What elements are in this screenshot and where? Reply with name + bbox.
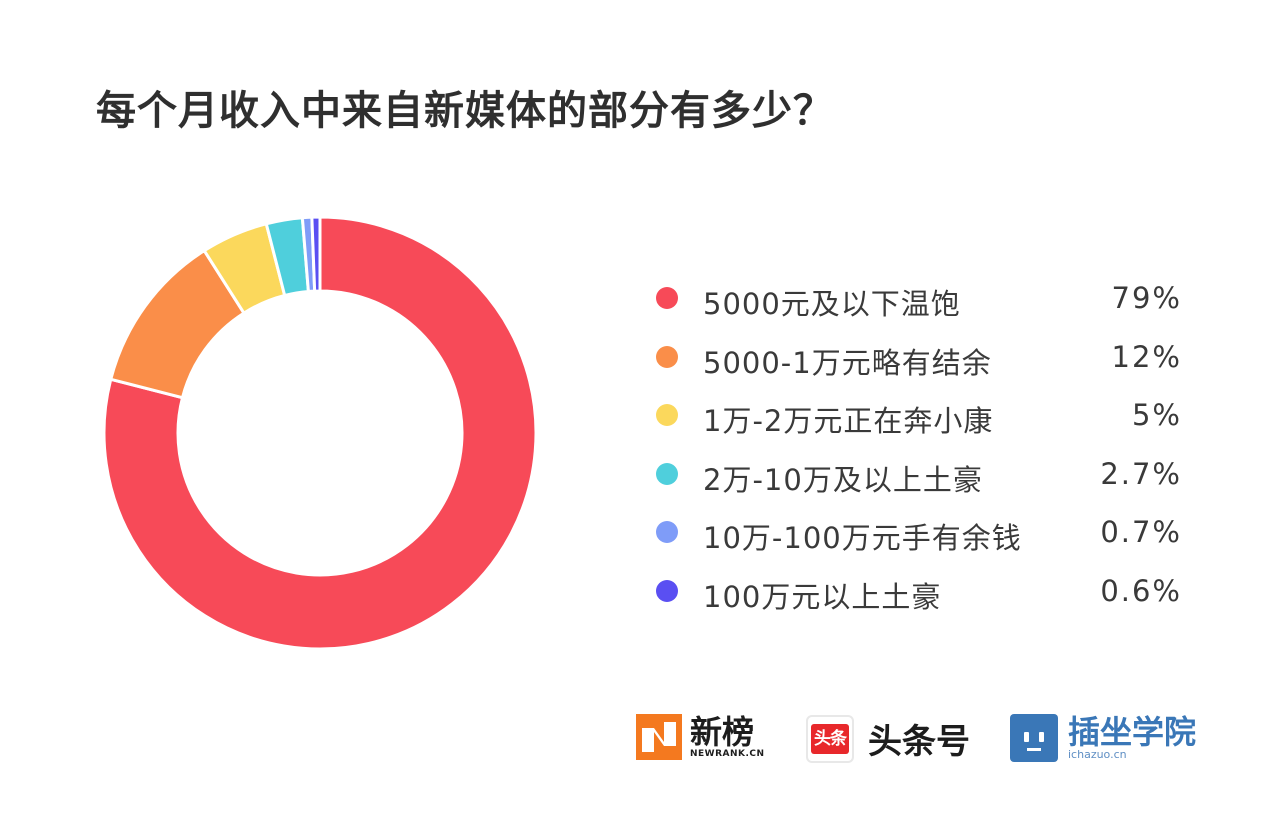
legend-item: 2万-10万及以上土豪 2.7% [650, 448, 1190, 507]
legend-label: 100万元以上土豪 [703, 579, 942, 614]
legend-item: 100万元以上土豪 0.6% [650, 565, 1190, 624]
newrank-sub: NEWRANK.CN [690, 749, 765, 759]
toutiao-logo-icon: 头条 [806, 714, 854, 763]
toutiao-brand: 头条 头条号 [806, 714, 970, 763]
legend-swatch [656, 521, 678, 543]
legend: 5000元及以下温饱 79% 5000-1万元略有结余 12% 1万-2万元正在奔小康 5… [650, 272, 1190, 623]
legend-item: 10万-100万元手有余钱 0.7% [650, 506, 1190, 565]
donut-slice-0 [102, 215, 538, 651]
toutiao-name: 头条号 [868, 722, 970, 762]
chazuo-logo-icon [1010, 714, 1058, 762]
legend-label: 5000-1万元略有结余 [703, 345, 992, 380]
chart-title: 每个月收入中来自新媒体的部分有多少？ [96, 88, 834, 134]
newrank-name: 新榜 [690, 713, 755, 751]
footer-logos: 新榜 NEWRANK.CN 头条 头条号 插坐学院 ichazuo.cn [0, 712, 1280, 772]
donut-slice-1 [108, 248, 246, 400]
legend-label: 5000元及以下温饱 [703, 287, 961, 321]
toutiao-badge: 头条 [811, 723, 849, 754]
legend-value: 79% [1111, 281, 1182, 315]
legend-value: 0.6% [1100, 573, 1182, 608]
chazuo-brand: 插坐学院 ichazuo.cn [1010, 714, 1196, 762]
legend-swatch [656, 462, 678, 485]
legend-swatch [656, 404, 678, 426]
legend-label: 10万-100万元手有余钱 [703, 521, 1022, 555]
legend-swatch [656, 345, 678, 368]
chazuo-sub: ichazuo.cn [1068, 748, 1127, 761]
donut-slice-4 [300, 215, 317, 294]
legend-value: 12% [1111, 339, 1182, 374]
legend-item: 5000-1万元略有结余 12% [650, 331, 1190, 390]
legend-value: 5% [1131, 398, 1182, 432]
donut-slice-3 [264, 216, 311, 298]
legend-item: 1万-2万元正在奔小康 5% [650, 389, 1190, 448]
chazuo-name: 插坐学院 [1068, 713, 1197, 751]
donut-slice-2 [202, 221, 287, 316]
legend-label: 2万-10万及以上土豪 [703, 462, 983, 497]
legend-value: 2.7% [1100, 456, 1182, 491]
legend-swatch [656, 579, 678, 602]
legend-item: 5000元及以下温饱 79% [650, 272, 1190, 331]
donut-slice-5 [310, 215, 322, 293]
legend-value: 0.7% [1100, 515, 1182, 549]
legend-label: 1万-2万元正在奔小康 [703, 404, 994, 438]
newrank-logo-icon [636, 714, 682, 760]
legend-swatch [656, 287, 678, 309]
newrank-brand: 新榜 NEWRANK.CN [636, 714, 765, 760]
